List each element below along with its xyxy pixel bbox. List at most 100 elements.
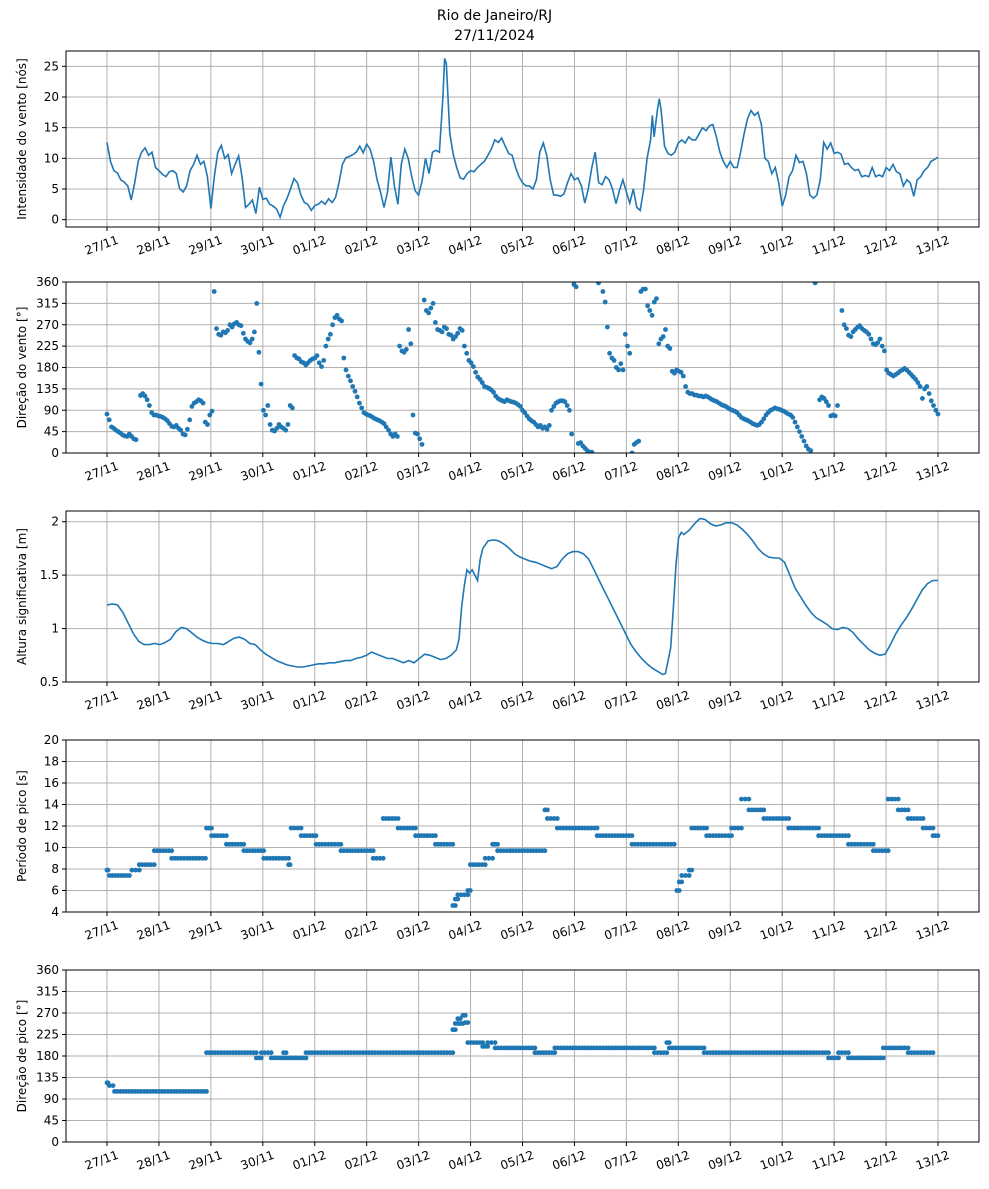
y-tick-label: 16	[44, 776, 59, 790]
data-point	[569, 431, 574, 437]
data-point	[408, 341, 414, 347]
x-tick-label: 12/12	[862, 688, 899, 713]
y-tick-label: 20	[44, 90, 59, 104]
data-point	[321, 358, 327, 363]
x-tick-label: 30/11	[239, 459, 276, 484]
data-point	[554, 816, 560, 821]
data-point	[899, 807, 904, 813]
data-point	[652, 1045, 657, 1051]
data-point	[546, 423, 552, 428]
data-point	[354, 394, 360, 400]
data-point	[600, 289, 606, 294]
y-tick-label: 360	[36, 963, 59, 977]
data-point	[410, 412, 416, 418]
data-point	[611, 358, 617, 363]
data-point	[678, 369, 684, 375]
y-tick-label: 360	[36, 275, 59, 289]
x-tick-label: 09/12	[706, 459, 743, 484]
data-point	[931, 403, 936, 408]
data-point	[786, 816, 792, 821]
x-tick-label: 11/12	[810, 918, 847, 943]
x-tick-label: 29/11	[187, 688, 224, 713]
data-point	[892, 796, 898, 802]
data-point	[428, 305, 434, 311]
y-tick-label: 20	[44, 733, 59, 747]
data-point	[374, 855, 379, 861]
data-point	[562, 399, 568, 405]
data-point	[136, 867, 142, 873]
x-tick-label: 11/12	[810, 233, 847, 258]
x-tick-label: 06/12	[550, 233, 587, 258]
x-tick-label: 28/11	[135, 1148, 172, 1173]
data-point	[491, 389, 496, 395]
y-tick-label: 10	[44, 151, 59, 165]
data-point	[419, 442, 425, 447]
data-point	[679, 873, 685, 878]
data-point	[905, 807, 911, 813]
x-tick-label: 03/12	[395, 918, 432, 943]
x-tick-label: 27/11	[83, 1148, 120, 1173]
data-layer	[104, 282, 941, 453]
data-point	[459, 328, 465, 333]
x-tick-label: 13/12	[914, 459, 951, 484]
data-point	[288, 825, 294, 831]
data-point	[468, 360, 474, 366]
data-point	[704, 825, 709, 831]
y-axis-label: Período de pico [s]	[15, 770, 29, 882]
x-tick-label: 30/11	[239, 688, 276, 713]
y-tick-label: 180	[36, 1049, 59, 1063]
data-point	[455, 896, 461, 902]
data-point	[649, 312, 655, 318]
x-tick-label: 03/12	[395, 688, 432, 713]
data-point	[126, 873, 132, 878]
data-point	[739, 825, 744, 831]
x-tick-label: 06/12	[550, 918, 587, 943]
data-point	[258, 381, 264, 387]
data-point	[895, 796, 901, 802]
data-point	[473, 369, 478, 375]
data-point	[683, 873, 688, 878]
data-point	[209, 825, 214, 831]
x-tick-label: 27/11	[83, 918, 120, 943]
data-point	[207, 412, 213, 418]
data-point	[200, 400, 206, 406]
data-point	[268, 1050, 274, 1056]
data-point	[417, 436, 423, 442]
data-point	[211, 289, 217, 294]
data-point	[482, 855, 488, 861]
data-point	[794, 424, 800, 430]
x-tick-label: 01/12	[291, 918, 328, 943]
data-point	[455, 892, 461, 898]
data-point	[490, 855, 495, 861]
data-point	[602, 299, 608, 305]
chart-panel-5: 27/11 28/11 29/11 30/11 01/12 02/12 03/12 04/12…	[15, 963, 980, 1173]
data-point	[377, 855, 383, 861]
y-axis-label: Altura significativa [m]	[15, 528, 29, 665]
x-tick-label: 10/12	[758, 459, 795, 484]
y-tick-label: 225	[36, 339, 59, 353]
x-tick-label: 02/12	[343, 1148, 380, 1173]
y-tick-label: 10	[44, 841, 59, 855]
chart-panel-2: 27/11 28/11 29/11 30/11 01/12 02/12 03/12 04/12…	[15, 275, 980, 484]
data-point	[792, 419, 798, 425]
data-point	[667, 346, 673, 351]
data-point	[486, 855, 492, 861]
x-tick-label: 11/12	[810, 688, 847, 713]
x-tick-label: 04/12	[447, 688, 484, 713]
data-point	[823, 399, 829, 405]
data-point	[316, 360, 322, 366]
data-point	[485, 1044, 491, 1049]
x-tick-label: 11/12	[810, 459, 847, 484]
data-point	[262, 1050, 267, 1056]
data-point	[386, 427, 391, 433]
x-tick-label: 05/12	[498, 233, 535, 258]
data-point	[471, 364, 476, 369]
data-point	[133, 437, 139, 443]
data-point	[462, 1013, 468, 1018]
data-point	[877, 336, 883, 342]
data-point	[430, 301, 436, 306]
data-point	[292, 825, 297, 831]
data-point	[829, 1055, 835, 1061]
data-point	[241, 841, 247, 847]
data-point	[285, 422, 291, 427]
